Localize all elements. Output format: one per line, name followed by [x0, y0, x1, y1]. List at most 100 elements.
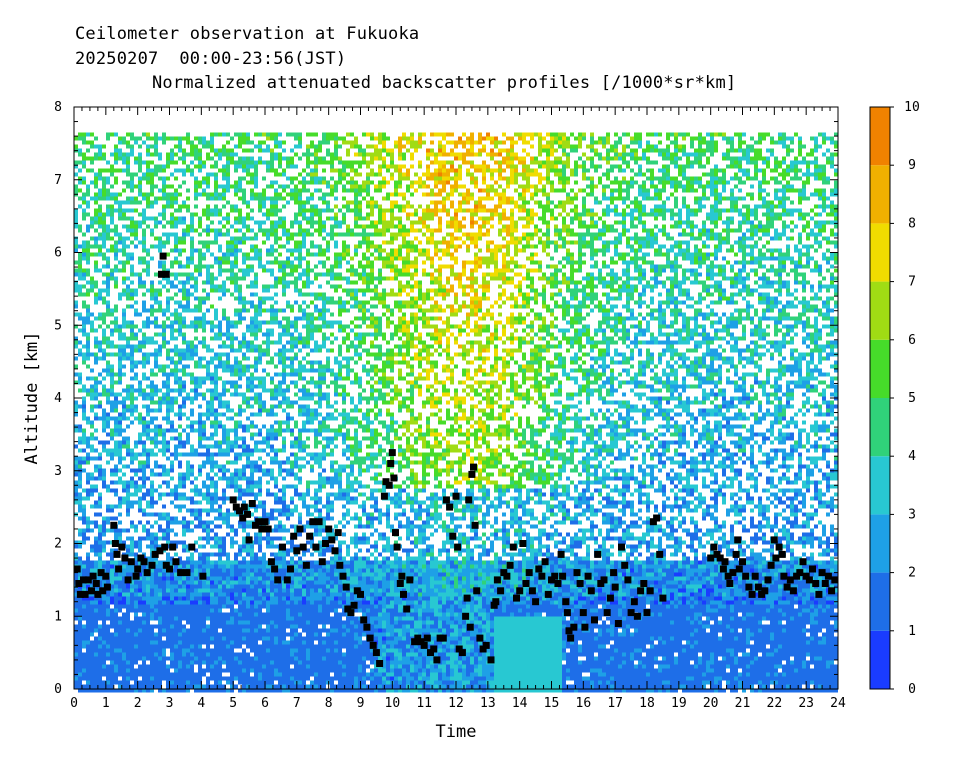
cloud-base-marker — [548, 576, 555, 584]
cloud-base-marker — [633, 612, 641, 620]
chart-title-line2: 20250207 00:00-23:56(JST) — [75, 49, 347, 69]
cloud-base-marker — [111, 540, 119, 547]
cloud-base-marker — [124, 576, 132, 584]
cloud-base-marker — [398, 572, 406, 580]
x-tick-label: 15 — [544, 696, 560, 711]
cloud-base-marker — [382, 478, 390, 486]
cloud-base-marker — [339, 572, 347, 580]
cloud-base-marker — [772, 554, 780, 562]
cloud-base-marker — [252, 521, 259, 529]
cloud-base-marker — [271, 565, 279, 573]
cloud-base-marker — [318, 558, 326, 566]
colorbar: 0 1 2 3 4 5 6 7 8 9 10 — [869, 100, 920, 697]
cloud-base-marker — [611, 583, 619, 591]
cloud-base-marker — [742, 572, 750, 580]
backscatter-heatmap — [74, 132, 838, 693]
cloud-base-marker — [446, 503, 454, 511]
cloud-base-marker — [102, 572, 110, 580]
cloud-base-marker — [500, 569, 508, 577]
y-tick-label: 1 — [54, 609, 62, 624]
cloud-base-marker — [396, 580, 404, 587]
x-tick-label: 1 — [102, 696, 110, 711]
cloud-base-marker — [322, 540, 329, 547]
cloud-base-marker — [786, 576, 794, 584]
cloud-base-marker — [538, 572, 546, 580]
y-tick-label: 2 — [54, 537, 62, 552]
cloud-base-marker — [570, 623, 578, 631]
cloud-base-marker — [576, 580, 584, 587]
cloud-base-marker — [466, 623, 474, 631]
cloud-base-marker — [532, 598, 540, 606]
cloud-base-marker — [659, 594, 667, 602]
x-tick-label: 10 — [385, 696, 401, 711]
y-tick-label: 8 — [54, 100, 62, 115]
cloud-base-marker — [449, 532, 457, 540]
x-tick-label: 23 — [798, 696, 814, 711]
cloud-base-marker — [563, 609, 571, 617]
cloud-base-marker — [390, 474, 398, 482]
cloud-base-marker — [334, 529, 342, 537]
cloud-base-marker — [296, 525, 304, 533]
cloud-base-marker — [315, 518, 323, 526]
cloud-base-marker — [103, 583, 111, 591]
cloud-base-marker — [821, 580, 829, 587]
cloud-base-marker — [627, 609, 635, 617]
x-tick-label: 0 — [70, 696, 78, 711]
cloud-base-marker — [770, 536, 778, 544]
cloud-base-marker — [739, 558, 746, 566]
x-tick-label: 13 — [480, 696, 496, 711]
cloud-base-marker — [751, 572, 759, 580]
plot-axes: 0 1 2 3 4 5 6 7 8 9 10 11 12 13 14 15 16 17 18 19 20 21 22 23 24… — [54, 100, 846, 711]
cloud-base-marker — [818, 569, 826, 577]
cloud-base-marker — [118, 543, 126, 551]
x-tick-label: 20 — [703, 696, 719, 711]
cloud-base-marker — [366, 634, 374, 642]
x-tick-label: 9 — [357, 696, 365, 711]
x-tick-label: 18 — [639, 696, 655, 711]
cloud-base-marker — [400, 590, 407, 598]
cloud-base-marker — [493, 576, 501, 584]
cloud-base-marker — [283, 576, 291, 584]
cloud-base-marker — [559, 572, 567, 580]
cloud-base-marker — [579, 609, 587, 617]
cloud-base-marker — [392, 529, 399, 537]
x-tick-label: 14 — [512, 696, 528, 711]
cloud-base-marker — [177, 569, 185, 577]
cloud-base-marker — [640, 580, 648, 587]
colorbar-tick-label: 8 — [908, 216, 916, 231]
cloud-base-marker — [649, 518, 657, 526]
colorbar-tick-label: 3 — [908, 507, 916, 522]
cloud-base-marker — [331, 547, 339, 555]
x-tick-label: 22 — [767, 696, 783, 711]
cloud-base-marker — [614, 620, 622, 627]
cloud-base-marker — [299, 543, 307, 551]
cloud-base-marker — [621, 561, 629, 569]
cloud-base-marker — [132, 572, 140, 580]
cloud-base-marker — [166, 565, 173, 573]
cloud-base-marker — [134, 565, 142, 573]
cloud-base-marker — [279, 543, 286, 551]
chart-title-line1: Ceilometer observation at Fukuoka — [75, 24, 420, 44]
cloud-base-marker — [264, 525, 272, 533]
cloud-base-marker — [411, 638, 419, 646]
cloud-base-marker — [430, 645, 438, 653]
cloud-base-marker — [162, 561, 170, 569]
cloud-base-marker — [403, 605, 411, 613]
cloud-base-marker — [393, 543, 401, 551]
cloud-base-marker — [562, 598, 570, 606]
cloud-base-markers — [73, 252, 839, 667]
cloud-base-marker — [471, 521, 479, 529]
cloud-base-marker — [761, 587, 769, 595]
cloud-base-marker — [158, 270, 165, 278]
cloud-base-marker — [541, 558, 549, 566]
cloud-base-marker — [84, 576, 92, 584]
cloud-base-marker — [442, 496, 450, 504]
cloud-base-marker — [735, 565, 743, 573]
cloud-base-marker — [828, 587, 836, 595]
cloud-base-marker — [161, 543, 169, 551]
cloud-base-marker — [726, 580, 734, 587]
cloud-base-marker — [75, 580, 83, 587]
cloud-base-marker — [140, 558, 148, 566]
x-tick-label: 4 — [197, 696, 205, 711]
cloud-base-marker — [591, 616, 598, 624]
